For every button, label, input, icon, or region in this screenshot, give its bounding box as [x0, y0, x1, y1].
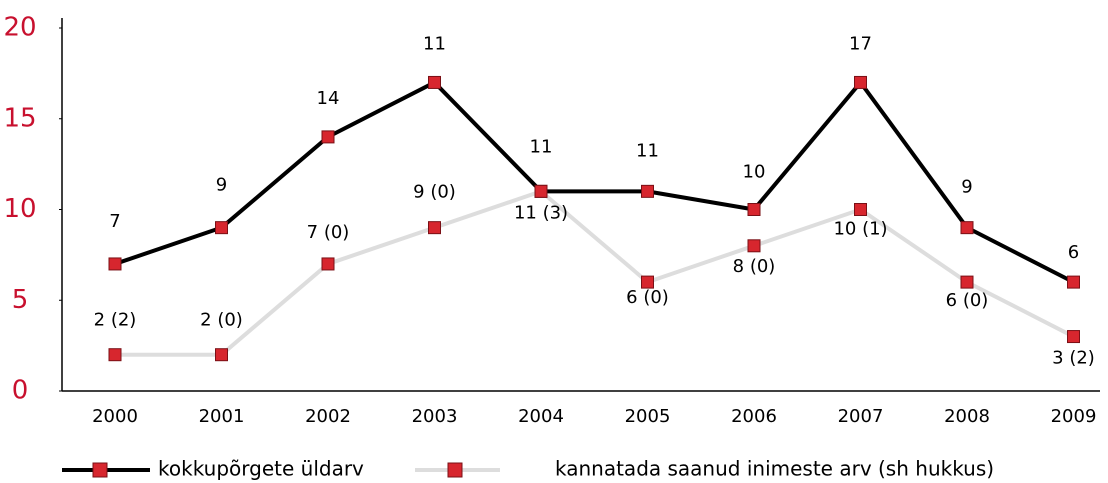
marker	[960, 221, 974, 235]
data-label: 7 (0)	[307, 222, 350, 243]
y-tick-label: 0	[12, 376, 29, 406]
data-label: 6 (0)	[626, 287, 669, 308]
marker	[854, 75, 867, 89]
marker	[321, 130, 335, 144]
x-tick-label: 2008	[944, 406, 990, 427]
data-label: 6	[1068, 242, 1079, 263]
marker	[428, 221, 441, 235]
data-label: 11	[423, 33, 446, 54]
marker	[1067, 330, 1080, 344]
legend-marker	[92, 462, 108, 478]
marker	[1067, 275, 1080, 289]
x-tick-label: 2005	[625, 406, 671, 427]
data-label: 2 (0)	[200, 310, 243, 331]
series-line	[115, 189, 1075, 357]
x-tick-label: 2003	[412, 406, 458, 427]
x-tick-label: 2001	[199, 406, 245, 427]
legend-label: kannatada saanud inimeste arv (sh hukkus…	[555, 457, 994, 481]
data-label: 3 (2)	[1052, 348, 1095, 369]
x-tick-label: 2000	[92, 406, 138, 427]
legend-marker	[447, 462, 463, 478]
data-label: 9 (0)	[413, 182, 456, 203]
data-label: 11	[530, 136, 553, 157]
legend-label: kokkupõrgete üldarv	[158, 457, 364, 481]
y-tick-label: 20	[3, 13, 36, 43]
data-label: 7	[109, 211, 120, 232]
x-tick-label: 2004	[518, 406, 564, 427]
marker	[108, 348, 122, 362]
data-label: 11	[636, 140, 659, 161]
marker	[641, 275, 654, 289]
x-tick-label: 2009	[1051, 406, 1097, 427]
y-tick-label: 5	[12, 285, 29, 315]
y-tick-label: 15	[3, 103, 36, 133]
data-label: 6 (0)	[946, 290, 989, 311]
data-label: 9	[961, 177, 972, 198]
data-label: 2 (2)	[94, 310, 137, 331]
marker	[641, 184, 654, 198]
data-label: 8 (0)	[733, 256, 776, 277]
data-label: 11 (3)	[514, 202, 568, 223]
marker	[215, 221, 228, 235]
x-tick-label: 2002	[305, 406, 351, 427]
marker	[747, 239, 761, 253]
marker	[960, 275, 974, 289]
y-tick-label: 10	[3, 194, 36, 224]
data-label: 10	[743, 162, 766, 183]
data-label: 10 (1)	[833, 219, 887, 240]
data-label: 17	[849, 33, 872, 54]
marker	[747, 203, 761, 216]
marker	[108, 257, 122, 271]
data-label: 14	[317, 88, 340, 109]
x-tick-label: 2006	[731, 406, 777, 427]
series-line	[114, 80, 1075, 284]
marker	[428, 75, 441, 89]
marker	[854, 203, 867, 216]
marker	[321, 257, 335, 271]
x-tick-label: 2007	[838, 406, 884, 427]
marker	[534, 184, 548, 198]
marker	[215, 348, 228, 362]
data-label: 9	[216, 175, 227, 196]
